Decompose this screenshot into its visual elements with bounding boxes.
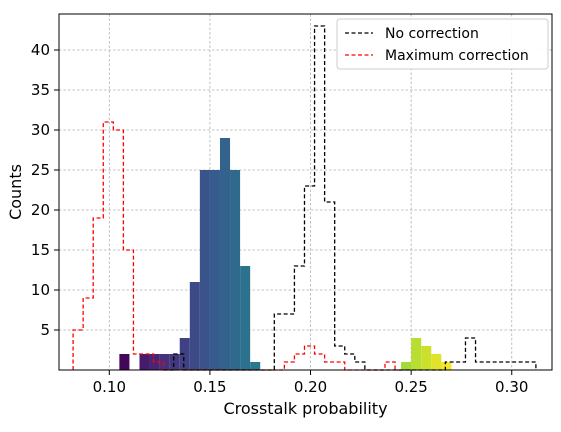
- histogram-bar-10: [230, 170, 241, 370]
- legend-box: [336, 18, 549, 70]
- y-tick-label-7: 40: [31, 41, 50, 59]
- histogram-bar-11: [240, 266, 251, 370]
- histogram-bar-17: [441, 362, 452, 370]
- histogram-bar-15: [421, 346, 432, 370]
- y-tick-label-5: 30: [31, 121, 50, 139]
- x-tick-label-2: 0.20: [294, 378, 327, 396]
- y-tick-label-1: 10: [31, 281, 50, 299]
- y-tick-label-2: 15: [31, 241, 50, 259]
- legend-label-no-correction: No correction: [385, 26, 479, 42]
- x-tick-label-3: 0.25: [394, 378, 427, 396]
- histogram-bar-9: [219, 138, 231, 370]
- histogram-bar-4: [169, 354, 180, 370]
- y-tick-label-4: 25: [31, 161, 50, 179]
- x-axis-label: Crosstalk probability: [223, 399, 387, 418]
- histogram-bar-5: [179, 338, 190, 370]
- histogram-bar-13: [401, 362, 412, 370]
- histogram-bar-6: [189, 282, 200, 370]
- axis-ticks: 0.10 0.15 0.20 0.25 0.30 5 10 15 20 25 30 35 40: [31, 41, 529, 396]
- histogram-bar-0: [119, 354, 130, 370]
- histogram-bar-12: [250, 362, 261, 370]
- histogram-bar-1: [139, 354, 150, 370]
- x-tick-label-0: 0.10: [93, 378, 126, 396]
- histogram-bar-8: [209, 170, 220, 370]
- histogram-bar-16: [431, 354, 442, 370]
- histogram-bar-3: [159, 354, 170, 370]
- y-axis-label: Counts: [6, 164, 25, 220]
- histogram-bar-14: [411, 338, 422, 370]
- x-tick-label-4: 0.30: [495, 378, 528, 396]
- y-tick-label-6: 35: [31, 81, 50, 99]
- histogram-bar-7: [199, 170, 210, 370]
- y-tick-label-3: 20: [31, 201, 50, 219]
- y-tick-label-0: 5: [40, 321, 50, 339]
- x-tick-label-1: 0.15: [193, 378, 226, 396]
- histogram-bars: [119, 138, 452, 370]
- legend: No correction Maximum correction: [336, 18, 549, 70]
- legend-label-maximum-correction: Maximum correction: [385, 48, 529, 64]
- plot-frame: [58, 13, 553, 371]
- step-series: [72, 25, 537, 371]
